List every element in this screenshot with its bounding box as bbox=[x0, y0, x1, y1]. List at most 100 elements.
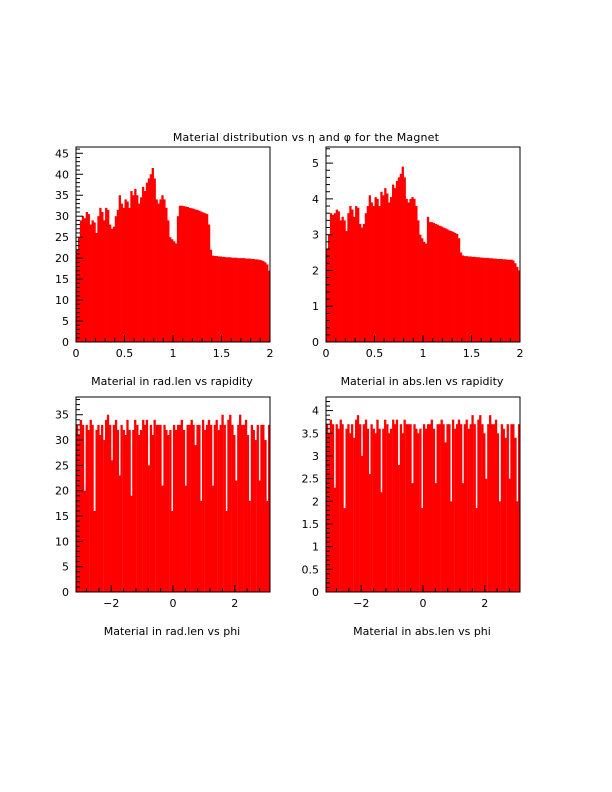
bar-abslen-rapidity bbox=[485, 257, 488, 342]
bar-abslen-phi bbox=[372, 428, 375, 592]
bar-radlen-phi bbox=[101, 424, 104, 592]
x-tick-label: 1 bbox=[420, 347, 427, 360]
bar-radlen-rapidity bbox=[110, 228, 114, 342]
y-tick-label: 1 bbox=[312, 541, 319, 554]
x-tick-label: 0 bbox=[170, 597, 177, 610]
bar-abslen-rapidity bbox=[364, 213, 368, 342]
bar-radlen-phi bbox=[124, 434, 127, 592]
bar-abslen-phi bbox=[440, 419, 443, 592]
y-tick-label: 45 bbox=[55, 147, 69, 160]
bar-abslen-phi bbox=[326, 424, 329, 592]
bar-abslen-phi bbox=[457, 419, 461, 592]
bar-abslen-rapidity bbox=[372, 206, 375, 342]
bar-abslen-rapidity bbox=[438, 225, 441, 342]
bar-radlen-phi bbox=[159, 424, 162, 592]
bar-radlen-phi bbox=[196, 424, 199, 592]
bar-radlen-rapidity bbox=[240, 258, 244, 342]
bar-abslen-rapidity bbox=[409, 198, 412, 342]
bar-abslen-phi bbox=[430, 419, 433, 592]
bar-abslen-phi bbox=[426, 424, 430, 592]
bar-abslen-phi bbox=[380, 492, 383, 592]
bar-radlen-phi bbox=[122, 429, 125, 592]
y-tick-label: 4 bbox=[312, 405, 319, 418]
y-tick-label: 2 bbox=[312, 264, 319, 277]
bar-abslen-rapidity bbox=[413, 198, 416, 342]
y-tick-label: 5 bbox=[62, 561, 69, 574]
bar-abslen-phi bbox=[436, 424, 439, 592]
bar-abslen-phi bbox=[483, 433, 486, 592]
bar-abslen-phi bbox=[442, 424, 445, 592]
bar-radlen-phi bbox=[118, 475, 121, 592]
bar-radlen-phi bbox=[79, 419, 82, 592]
bar-abslen-rapidity bbox=[502, 259, 505, 342]
bar-abslen-phi bbox=[481, 424, 484, 592]
bar-radlen-phi bbox=[184, 485, 187, 592]
bar-abslen-rapidity bbox=[339, 220, 342, 342]
bar-radlen-phi bbox=[93, 510, 96, 592]
bar-abslen-rapidity bbox=[327, 234, 331, 342]
bar-radlen-phi bbox=[138, 434, 141, 592]
bar-radlen-rapidity bbox=[266, 264, 269, 342]
bar-radlen-phi bbox=[250, 424, 254, 592]
bar-radlen-phi bbox=[266, 500, 269, 592]
bar-abslen-rapidity bbox=[463, 256, 467, 342]
bar-radlen-rapidity bbox=[149, 174, 153, 342]
bar-radlen-rapidity bbox=[219, 256, 222, 342]
bar-radlen-phi bbox=[200, 500, 203, 592]
caption-abslen-phi: Material in abs.len vs phi bbox=[353, 625, 491, 638]
bar-radlen-rapidity bbox=[169, 237, 172, 342]
bar-radlen-rapidity bbox=[122, 207, 125, 342]
bar-radlen-rapidity bbox=[184, 206, 187, 342]
caption-radlen-rapidity: Material in rad.len vs rapidity bbox=[91, 375, 253, 388]
bar-abslen-phi bbox=[415, 428, 418, 592]
bar-abslen-phi bbox=[446, 424, 449, 592]
bar-abslen-phi bbox=[514, 437, 517, 592]
bar-radlen-rapidity bbox=[138, 203, 141, 342]
bar-radlen-phi bbox=[198, 424, 201, 592]
bar-radlen-rapidity bbox=[171, 239, 174, 342]
bar-radlen-rapidity bbox=[107, 209, 110, 342]
bar-abslen-phi bbox=[498, 501, 501, 592]
bar-radlen-rapidity bbox=[215, 256, 218, 342]
bar-radlen-phi bbox=[109, 424, 112, 592]
bar-radlen-rapidity bbox=[116, 209, 120, 342]
y-tick-label: 4 bbox=[312, 193, 319, 206]
bar-abslen-rapidity bbox=[351, 209, 354, 342]
y-tick-label: 30 bbox=[55, 210, 69, 223]
bar-abslen-rapidity bbox=[473, 256, 476, 342]
bar-radlen-phi bbox=[180, 419, 183, 592]
x-tick-label: −2 bbox=[103, 597, 119, 610]
bar-abslen-rapidity bbox=[423, 241, 426, 342]
bar-radlen-rapidity bbox=[213, 256, 217, 342]
bar-abslen-rapidity bbox=[335, 209, 338, 342]
y-tick-label: 5 bbox=[312, 157, 319, 170]
bar-radlen-phi bbox=[89, 419, 92, 592]
bar-radlen-rapidity bbox=[252, 258, 255, 342]
bar-radlen-rapidity bbox=[268, 270, 271, 342]
bar-abslen-rapidity bbox=[452, 231, 455, 342]
y-tick-label: 3.5 bbox=[302, 427, 320, 440]
bar-abslen-phi bbox=[512, 424, 515, 592]
bar-radlen-phi bbox=[147, 465, 150, 592]
bar-radlen-rapidity bbox=[79, 220, 83, 342]
bar-radlen-phi bbox=[151, 434, 154, 592]
bar-abslen-phi bbox=[473, 424, 476, 592]
bar-radlen-phi bbox=[77, 434, 81, 592]
bar-abslen-rapidity bbox=[395, 180, 399, 342]
bar-radlen-rapidity bbox=[141, 186, 145, 342]
bar-radlen-phi bbox=[219, 424, 222, 592]
figure-title: Material distribution vs η and φ for the… bbox=[172, 131, 440, 144]
bar-radlen-rapidity bbox=[159, 199, 162, 342]
bar-abslen-rapidity bbox=[366, 206, 370, 342]
bar-abslen-rapidity bbox=[506, 259, 509, 342]
bar-radlen-rapidity bbox=[91, 220, 94, 342]
bar-radlen-rapidity bbox=[178, 205, 182, 342]
bar-radlen-rapidity bbox=[231, 257, 234, 342]
bar-abslen-phi bbox=[434, 483, 437, 592]
bar-radlen-rapidity bbox=[246, 258, 250, 342]
bar-abslen-phi bbox=[407, 424, 410, 592]
caption-abslen-rapidity: Material in abs.len vs rapidity bbox=[340, 375, 504, 388]
bar-radlen-phi bbox=[165, 429, 168, 592]
bar-radlen-rapidity bbox=[161, 195, 164, 342]
y-tick-label: 40 bbox=[55, 168, 69, 181]
